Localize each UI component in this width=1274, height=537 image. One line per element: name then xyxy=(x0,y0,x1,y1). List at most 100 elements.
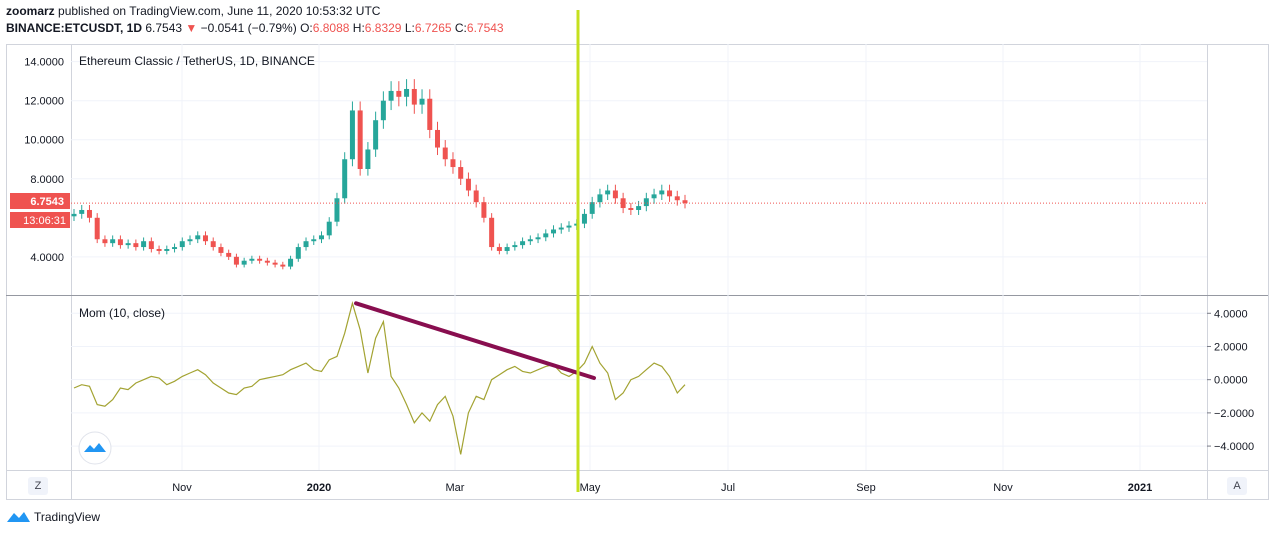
candle-body xyxy=(380,100,386,121)
candlestick-series xyxy=(71,79,688,270)
momentum-tick-label: 4.0000 xyxy=(1214,308,1248,320)
tradingview-cloud-icon xyxy=(84,443,106,452)
candle-body xyxy=(636,206,642,210)
momentum-legend: Mom (10, close) xyxy=(79,306,165,320)
candle-body xyxy=(133,243,139,248)
time-tick-label: Mar xyxy=(446,482,465,494)
price-badge-bg xyxy=(10,193,70,209)
momentum-tick-label: 0.0000 xyxy=(1214,375,1248,387)
candle-body xyxy=(558,227,564,230)
time-tick-label: Sep xyxy=(856,482,876,494)
tradingview-logo-icon xyxy=(7,512,30,522)
candle-body xyxy=(226,252,232,257)
candle-body xyxy=(504,247,510,251)
candle-body xyxy=(473,190,479,203)
price-tick-label: 4.0000 xyxy=(30,252,64,264)
candle-body xyxy=(481,202,487,218)
time-tick-label: Nov xyxy=(993,482,1013,494)
price-axis[interactable]: 14.0000 12.0000 10.0000 8.0000 4.0000 xyxy=(24,57,64,264)
candle-body xyxy=(164,249,170,251)
momentum-axis[interactable]: 4.0000 2.0000 0.0000 −2.0000 −4.0000 xyxy=(1207,308,1254,453)
candle-body xyxy=(179,241,185,248)
candle-body xyxy=(257,258,263,261)
symbol-info: BINANCE:ETCUSDT, 1D 6.7543 ▼ −0.0541 (−0… xyxy=(6,21,504,35)
price-tick-label: 8.0000 xyxy=(30,174,64,186)
candle-body xyxy=(543,233,549,238)
price-badge: 6.7543 13:06:31 xyxy=(10,193,70,228)
candle-body xyxy=(566,225,572,228)
price-badge-text: 6.7543 xyxy=(30,196,64,208)
candle-body xyxy=(195,235,201,240)
brand-footer[interactable]: TradingView xyxy=(6,510,100,524)
close-value: 6.7543 xyxy=(466,21,504,35)
candle-body xyxy=(148,241,154,250)
candle-body xyxy=(172,247,178,250)
open-value: 6.8088 xyxy=(312,21,350,35)
auto-scale-button[interactable]: A xyxy=(1227,477,1247,495)
high-label: H: xyxy=(352,21,365,35)
candle-body xyxy=(318,235,324,240)
last-price: 6.7543 xyxy=(145,21,183,35)
candle-body xyxy=(465,178,471,191)
candle-body xyxy=(512,245,518,248)
price-tick-label: 10.0000 xyxy=(24,135,64,147)
candle-body xyxy=(342,159,348,199)
candle-body xyxy=(458,167,464,179)
open-label: O: xyxy=(300,21,313,35)
time-tick-label: 2020 xyxy=(307,482,331,494)
author-name[interactable]: zoomarz xyxy=(6,4,55,18)
candle-body xyxy=(435,129,441,148)
candle-body xyxy=(651,194,657,199)
time-tick-label: Nov xyxy=(172,482,192,494)
outer-border xyxy=(6,44,1269,500)
candle-body xyxy=(520,241,526,246)
candle-body xyxy=(79,209,85,214)
candle-body xyxy=(233,256,239,265)
candle-body xyxy=(210,241,216,248)
candle-body xyxy=(187,239,193,242)
candle-body xyxy=(326,221,332,236)
candle-body xyxy=(303,241,309,248)
price-tick-label: 14.0000 xyxy=(24,57,64,69)
candle-body xyxy=(373,120,379,150)
momentum-tick-label: −4.0000 xyxy=(1214,441,1254,453)
candle-body xyxy=(264,260,270,263)
candle-body xyxy=(125,243,131,246)
symbol-label: BINANCE:ETCUSDT, 1D xyxy=(6,21,143,35)
candle-body xyxy=(156,249,162,251)
candle-body xyxy=(535,237,541,240)
chart-frame xyxy=(6,44,1269,500)
down-arrow-icon: ▼ xyxy=(185,21,198,35)
candle-body xyxy=(659,190,665,195)
candle-body xyxy=(357,110,363,169)
high-value: 6.8329 xyxy=(364,21,402,35)
price-legend: Ethereum Classic / TetherUS, 1D, BINANCE xyxy=(79,54,315,68)
candle-body xyxy=(272,262,278,265)
candle-body xyxy=(396,90,402,97)
candle-body xyxy=(581,213,587,224)
candle-body xyxy=(628,208,634,210)
candle-body xyxy=(365,149,371,169)
candle-body xyxy=(86,209,92,218)
candle-body xyxy=(667,190,673,197)
candle-body xyxy=(94,217,100,240)
candle-body xyxy=(496,247,502,251)
candle-body xyxy=(427,98,433,130)
momentum-trendline[interactable] xyxy=(354,301,596,381)
zoom-button[interactable]: Z xyxy=(28,477,48,495)
candle-body xyxy=(411,88,417,105)
countdown-badge-bg xyxy=(10,212,70,228)
close-label: C: xyxy=(454,21,467,35)
candle-body xyxy=(605,190,611,195)
candle-body xyxy=(218,247,224,253)
candle-body xyxy=(117,239,123,246)
candle-body xyxy=(643,198,649,207)
candle-body xyxy=(450,159,456,168)
candle-body xyxy=(527,239,533,242)
momentum-tick-label: −2.0000 xyxy=(1214,408,1254,420)
candle-body xyxy=(295,247,301,259)
time-axis[interactable]: Nov 2020 Mar May Jul Sep Nov 2021 xyxy=(172,482,1152,494)
published-text: published on TradingView.com, June 11, 2… xyxy=(58,4,381,18)
low-label: L: xyxy=(404,21,415,35)
